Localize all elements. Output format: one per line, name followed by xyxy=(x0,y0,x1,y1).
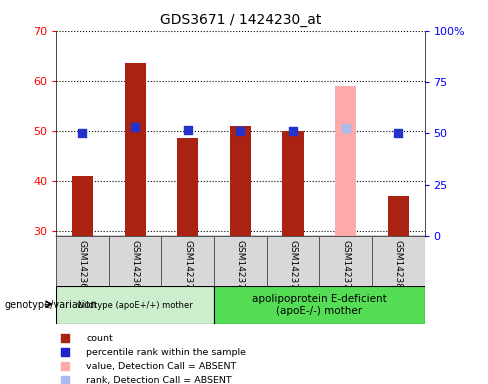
Bar xyxy=(162,236,214,286)
Point xyxy=(184,127,192,133)
Bar xyxy=(177,139,198,236)
Bar xyxy=(266,236,319,286)
Text: GSM142374: GSM142374 xyxy=(288,240,298,295)
Text: percentile rank within the sample: percentile rank within the sample xyxy=(86,348,246,357)
Text: value, Detection Call = ABSENT: value, Detection Call = ABSENT xyxy=(86,362,236,371)
Bar xyxy=(388,196,409,236)
Bar xyxy=(214,236,266,286)
Point xyxy=(289,128,297,134)
Point xyxy=(61,377,69,383)
Text: GSM142372: GSM142372 xyxy=(236,240,245,295)
Bar xyxy=(56,286,214,324)
Point xyxy=(394,130,402,136)
Bar xyxy=(214,286,425,324)
Text: GSM142369: GSM142369 xyxy=(131,240,140,295)
Point xyxy=(342,125,349,131)
Point xyxy=(237,128,244,134)
Text: GSM142370: GSM142370 xyxy=(183,240,192,295)
Text: count: count xyxy=(86,334,113,343)
Bar xyxy=(109,236,162,286)
Bar xyxy=(283,131,304,236)
Text: genotype/variation: genotype/variation xyxy=(5,300,98,310)
Bar xyxy=(372,236,425,286)
Point xyxy=(79,130,86,136)
Point xyxy=(61,335,69,341)
Text: GSM142367: GSM142367 xyxy=(78,240,87,295)
Text: rank, Detection Call = ABSENT: rank, Detection Call = ABSENT xyxy=(86,376,232,384)
Bar xyxy=(124,63,145,236)
Text: GSM142380: GSM142380 xyxy=(394,240,403,295)
Bar xyxy=(230,126,251,236)
Point xyxy=(61,363,69,369)
Text: GSM142376: GSM142376 xyxy=(341,240,350,295)
Bar xyxy=(56,236,109,286)
Text: wildtype (apoE+/+) mother: wildtype (apoE+/+) mother xyxy=(77,301,193,310)
Bar xyxy=(335,86,356,236)
Bar xyxy=(319,236,372,286)
Point xyxy=(61,349,69,355)
Point xyxy=(131,124,139,130)
Title: GDS3671 / 1424230_at: GDS3671 / 1424230_at xyxy=(160,13,321,27)
Bar xyxy=(72,176,93,236)
Text: apolipoprotein E-deficient
(apoE-/-) mother: apolipoprotein E-deficient (apoE-/-) mot… xyxy=(252,295,386,316)
